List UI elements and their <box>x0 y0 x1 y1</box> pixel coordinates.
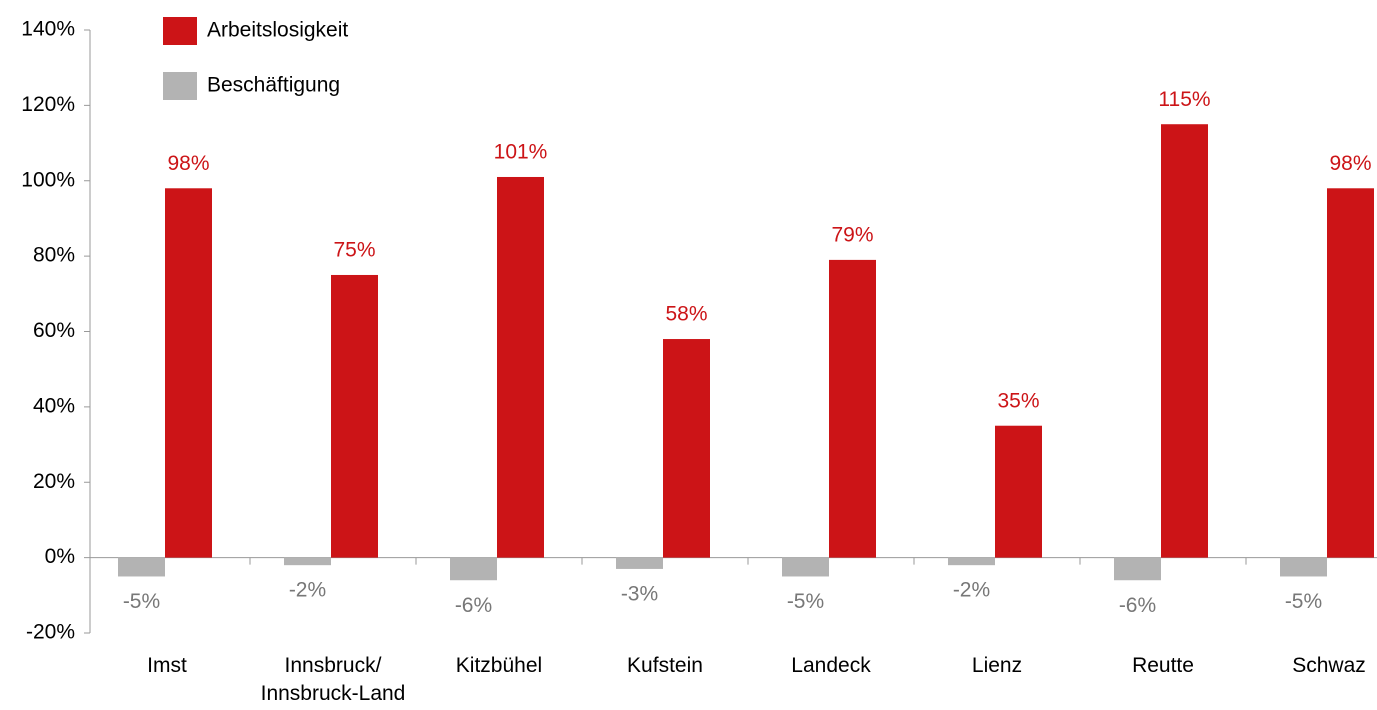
x-tick-label: Landeck <box>791 654 871 677</box>
y-tick-label: 0% <box>45 545 75 568</box>
value-label: 101% <box>494 141 548 164</box>
y-tick-label: 100% <box>21 168 75 191</box>
legend-swatch <box>163 72 197 100</box>
value-label: 98% <box>1329 152 1371 175</box>
x-tick-label: Reutte <box>1132 654 1194 677</box>
value-label: 75% <box>333 239 375 262</box>
value-label: 115% <box>1158 88 1210 111</box>
legend-swatch <box>163 17 197 45</box>
value-label: -2% <box>289 579 326 602</box>
value-label: -3% <box>621 582 658 605</box>
value-label: -6% <box>455 594 492 617</box>
bar <box>663 339 710 558</box>
bar <box>1280 557 1327 577</box>
value-label: -6% <box>1119 594 1156 617</box>
y-tick-label: 140% <box>21 18 75 41</box>
bar <box>995 425 1042 558</box>
x-tick-label: Kitzbühel <box>455 654 543 677</box>
bar <box>450 557 497 581</box>
y-tick-label: 40% <box>33 394 75 417</box>
value-label: -5% <box>787 590 824 613</box>
bar <box>497 176 544 558</box>
value-label: 58% <box>665 303 707 326</box>
bar <box>165 188 212 558</box>
bar <box>118 557 165 577</box>
legend-label: Arbeitslosigkeit <box>207 19 348 42</box>
value-label: 98% <box>167 152 209 175</box>
bar <box>948 557 995 566</box>
x-tick-label: Innsbruck/ Innsbruck-Land <box>260 654 406 705</box>
y-tick-label: -20% <box>26 621 75 644</box>
x-tick-label: Kufstein <box>627 654 703 677</box>
bar <box>1114 557 1161 581</box>
legend-label: Beschäftigung <box>207 74 340 97</box>
bar <box>1327 188 1374 558</box>
x-tick-label: Lienz <box>971 654 1023 677</box>
x-tick-label: Schwaz <box>1292 654 1366 677</box>
y-tick-label: 120% <box>21 93 75 116</box>
y-tick-label: 80% <box>33 244 75 267</box>
value-label: 79% <box>831 223 873 246</box>
y-tick-label: 60% <box>33 319 75 342</box>
bar <box>782 557 829 577</box>
value-label: -5% <box>1285 590 1322 613</box>
x-tick-label: Imst <box>147 654 187 677</box>
value-label: 35% <box>997 389 1039 412</box>
bar <box>331 274 378 558</box>
bar <box>829 259 876 558</box>
bar <box>284 557 331 566</box>
bar <box>1161 124 1208 558</box>
value-label: -2% <box>953 579 990 602</box>
y-tick-label: 20% <box>33 470 75 493</box>
bar <box>616 557 663 569</box>
value-label: -5% <box>123 590 160 613</box>
